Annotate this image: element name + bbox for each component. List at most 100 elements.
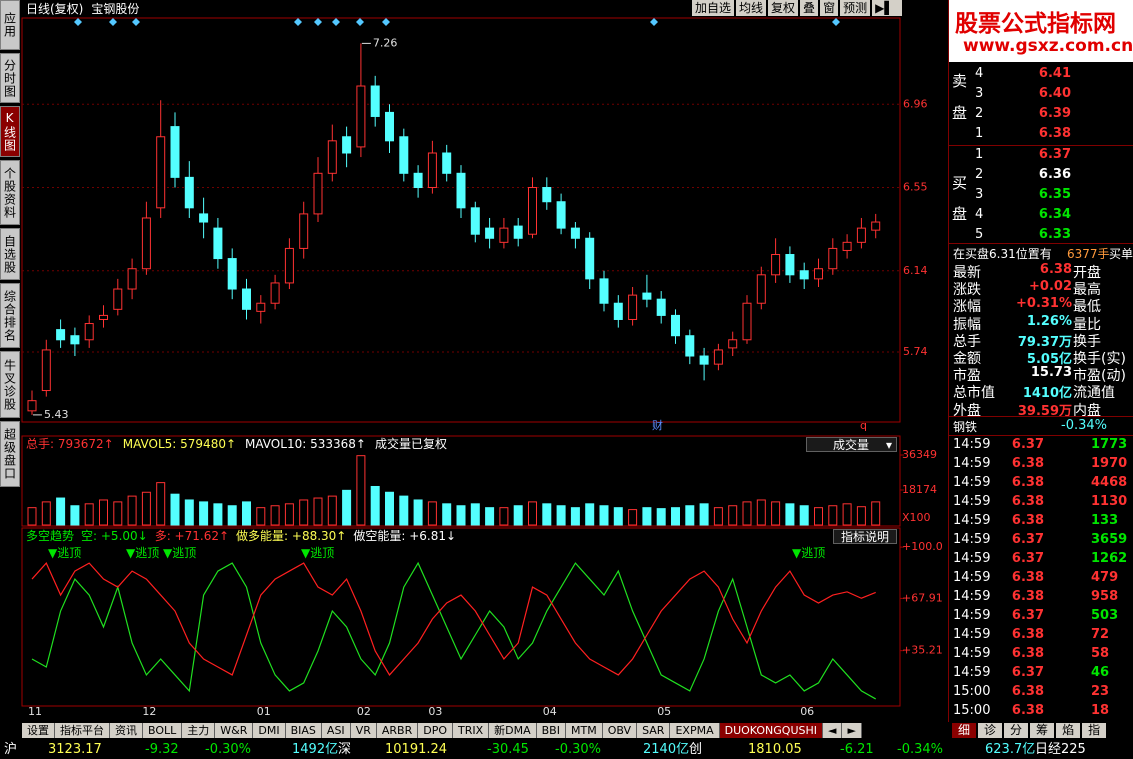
- indicator-tab[interactable]: TRIX: [452, 723, 490, 738]
- index-quote: 623.7亿: [985, 742, 1036, 757]
- indicator-tab[interactable]: OBV: [602, 723, 638, 738]
- quote-tab[interactable]: 筹: [1030, 723, 1055, 738]
- toolbar-button[interactable]: 叠: [800, 0, 819, 16]
- indicator-tab[interactable]: BBI: [536, 723, 566, 738]
- candle-body: [370, 85, 380, 117]
- stat-label: 开盘: [1073, 265, 1101, 281]
- dropdown-arrow[interactable]: ▾: [885, 438, 892, 452]
- scroll-button[interactable]: ►: [842, 723, 862, 738]
- indicator-tab[interactable]: 新DMA: [489, 723, 537, 738]
- indicator-tab[interactable]: BOLL: [143, 723, 183, 738]
- indicator-tab[interactable]: ARBR: [376, 723, 419, 738]
- scroll-button[interactable]: ◄: [823, 723, 843, 738]
- stat-label: 涨跌: [953, 282, 981, 299]
- indicator-tab[interactable]: W&R: [215, 723, 254, 738]
- indicator-tab[interactable]: 指标平台: [55, 723, 110, 738]
- indicator-tab[interactable]: BIAS: [285, 723, 322, 738]
- index-quote: 日经225: [1035, 742, 1086, 757]
- indicator-tab[interactable]: MTM: [565, 723, 603, 738]
- stat-value: 79.37万: [1017, 334, 1072, 350]
- quote-tab[interactable]: 诊: [978, 723, 1003, 738]
- side-tab[interactable]: 综合排名: [0, 283, 20, 348]
- volume-bar: [399, 495, 409, 526]
- stat-value: +0.02: [1029, 279, 1072, 295]
- candle-body: [842, 241, 852, 251]
- indicator-header: 多空趋势 空: +5.00↓ 多: +71.62↑ 做多能量: +88.30↑ 做空能量…: [26, 529, 456, 544]
- book-price: 6.41: [1038, 66, 1071, 81]
- volume-bar: [313, 497, 323, 526]
- quote-tab[interactable]: 焰: [1056, 723, 1081, 738]
- side-tab[interactable]: 个股资料: [0, 160, 20, 225]
- volume-dropdown[interactable]: 成交量 ▾: [806, 437, 897, 452]
- tick-price: 6.37: [1011, 437, 1044, 452]
- book-price: 6.40: [1038, 86, 1071, 101]
- indicator-tab[interactable]: EXPMA: [670, 723, 720, 738]
- indicator-help[interactable]: 指标说明: [833, 529, 897, 544]
- separator: [949, 145, 1133, 146]
- indicator-tab[interactable]: SAR: [637, 723, 671, 738]
- signal-diamond: [109, 18, 117, 26]
- indicator-tab[interactable]: 设置: [22, 723, 55, 738]
- stat-label: 量比: [1073, 316, 1101, 333]
- indicator-tab[interactable]: VR: [350, 723, 377, 738]
- side-tab[interactable]: K线图: [0, 106, 20, 157]
- volume-bar: [242, 501, 251, 526]
- event-marker: q: [860, 419, 867, 432]
- quote-tab[interactable]: 细: [952, 723, 977, 738]
- toolbar-button[interactable]: 加自选: [692, 0, 735, 16]
- volume-bar: [756, 499, 766, 526]
- volume-bar: [656, 508, 666, 526]
- indicator-tab[interactable]: 资讯: [110, 723, 143, 738]
- stat-label: 最新: [953, 265, 981, 281]
- stat-value: 1410亿: [1022, 386, 1072, 402]
- tick-price: 6.38: [1011, 703, 1044, 718]
- candle-body: [413, 172, 423, 189]
- x-tick-label: 03: [428, 705, 442, 718]
- indicator-tab[interactable]: 主力: [182, 723, 216, 738]
- tick-volume: 133: [1091, 513, 1119, 528]
- indicator-tab[interactable]: DPO: [418, 723, 453, 738]
- x-tick-label: 01: [257, 705, 271, 718]
- volume-bar: [456, 505, 466, 526]
- indicator-tab[interactable]: ASI: [321, 723, 351, 738]
- stat-value: 15.73: [1030, 365, 1072, 381]
- indicator-stat: 多: +71.62↑: [154, 529, 230, 543]
- candle-body: [713, 349, 723, 365]
- volume-bar: [570, 507, 580, 526]
- stat-label: 最低: [1073, 299, 1101, 316]
- side-tab[interactable]: 分时图: [0, 53, 20, 103]
- volume-stat: 成交量已复权: [374, 437, 447, 451]
- tick-volume: 503: [1091, 608, 1119, 623]
- toolbar-button[interactable]: 均线: [736, 0, 767, 16]
- index-quote: 1810.05: [748, 742, 802, 757]
- quote-tab[interactable]: 指: [1082, 723, 1107, 738]
- y-tick-label: 6.96: [903, 97, 928, 110]
- volume-bar: [470, 503, 480, 526]
- toolbar-button[interactable]: 窗: [820, 0, 839, 16]
- candle-body: [771, 254, 781, 276]
- toolbar-arrow[interactable]: ▶▌: [872, 0, 903, 16]
- volume-bar: [370, 485, 380, 526]
- side-tab[interactable]: 自选股: [0, 228, 20, 280]
- candle-body: [856, 227, 866, 243]
- side-tab[interactable]: 应用: [0, 0, 20, 50]
- x-tick-label: 06: [800, 705, 814, 718]
- indicator-tab[interactable]: DMI: [253, 723, 286, 738]
- tick-time: 14:59: [953, 589, 991, 604]
- volume-bar: [356, 455, 366, 526]
- toolbar-button[interactable]: 预测: [840, 0, 871, 16]
- side-tab[interactable]: 超级盘口: [0, 421, 20, 487]
- tick-time: 14:59: [953, 456, 991, 471]
- candle-body: [528, 187, 537, 235]
- quote-tab[interactable]: 分: [1004, 723, 1029, 738]
- tick-price: 6.38: [1011, 513, 1044, 528]
- candle-body: [499, 227, 509, 243]
- status-bar: 沪 3123.17 -9.32 -0.30% 1492亿深 10191.24 -30.45 -…: [0, 741, 1133, 759]
- volume-bar: [41, 501, 51, 526]
- volume-bar: [699, 503, 709, 526]
- tick-price: 6.38: [1011, 684, 1044, 699]
- indicator-tab[interactable]: DUOKONGQUSHI: [719, 723, 824, 738]
- toolbar-button[interactable]: 复权: [768, 0, 799, 16]
- side-tab[interactable]: 牛叉诊股: [0, 351, 20, 418]
